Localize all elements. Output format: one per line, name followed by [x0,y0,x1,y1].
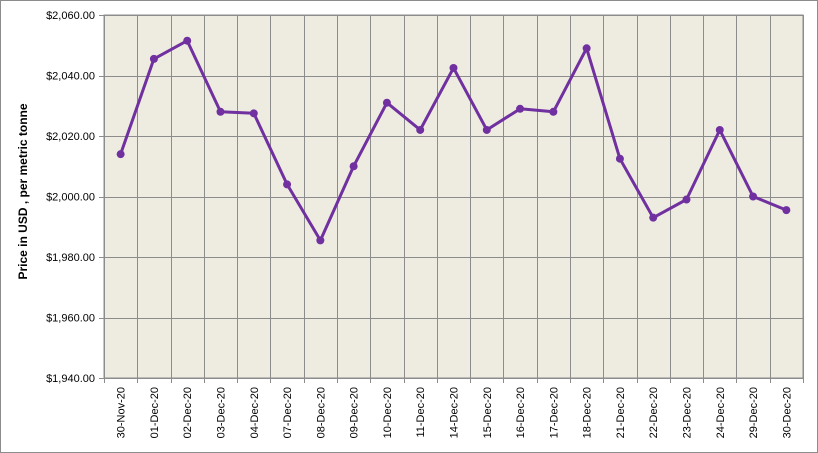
data-point [116,150,125,159]
x-tick-label: 07-Dec-20 [282,387,294,438]
y-tick-label: $1,980.00 [46,252,95,264]
data-point [382,98,391,107]
data-point [682,195,691,204]
x-tick-label: 16-Dec-20 [515,387,527,438]
x-tick-label: 23-Dec-20 [682,387,694,438]
x-tick-label: 11-Dec-20 [415,387,427,438]
y-tick-label: $2,000.00 [46,192,95,204]
x-tick-label: 30-Dec-20 [781,387,793,438]
x-tick-label: 15-Dec-20 [482,387,494,438]
x-tick-label: 10-Dec-20 [382,387,394,438]
x-tick-label: 17-Dec-20 [548,387,560,438]
data-point [782,206,791,215]
y-tick-label: $1,960.00 [46,313,95,325]
y-tick-label: $2,040.00 [46,71,95,83]
data-point [216,107,225,116]
y-tick-label: $2,060.00 [46,10,95,22]
x-tick-label: 08-Dec-20 [315,387,327,438]
data-point [582,44,591,53]
data-point [615,154,624,163]
data-point [249,109,258,118]
y-axis-label: Price in USD , per metric tonne [16,103,30,279]
data-point [749,192,758,201]
data-point [283,180,292,189]
x-tick-label: 14-Dec-20 [449,387,461,438]
x-tick-label: 02-Dec-20 [182,387,194,438]
data-point [549,107,558,116]
x-tick-label: 01-Dec-20 [149,387,161,438]
x-tick-label: 22-Dec-20 [648,387,660,438]
data-point [516,104,525,113]
x-tick-label: 04-Dec-20 [249,387,261,438]
x-tick-label: 30-Nov-20 [116,387,128,438]
data-point [349,162,358,171]
y-tick-label: $2,020.00 [46,131,95,143]
data-point [416,125,425,134]
x-tick-label: 09-Dec-20 [349,387,361,438]
x-tick-label: 18-Dec-20 [582,387,594,438]
data-point [316,236,325,245]
x-tick-label: 29-Dec-20 [748,387,760,438]
x-tick-label: 24-Dec-20 [715,387,727,438]
data-point [183,36,192,45]
data-point [715,125,724,134]
x-tick-label: 03-Dec-20 [216,387,228,438]
data-point [149,54,158,63]
x-tick-label: 21-Dec-20 [615,387,627,438]
data-point [482,125,491,134]
data-point [449,63,458,72]
data-point [649,213,658,222]
y-tick-label: $1,940.00 [46,373,95,385]
